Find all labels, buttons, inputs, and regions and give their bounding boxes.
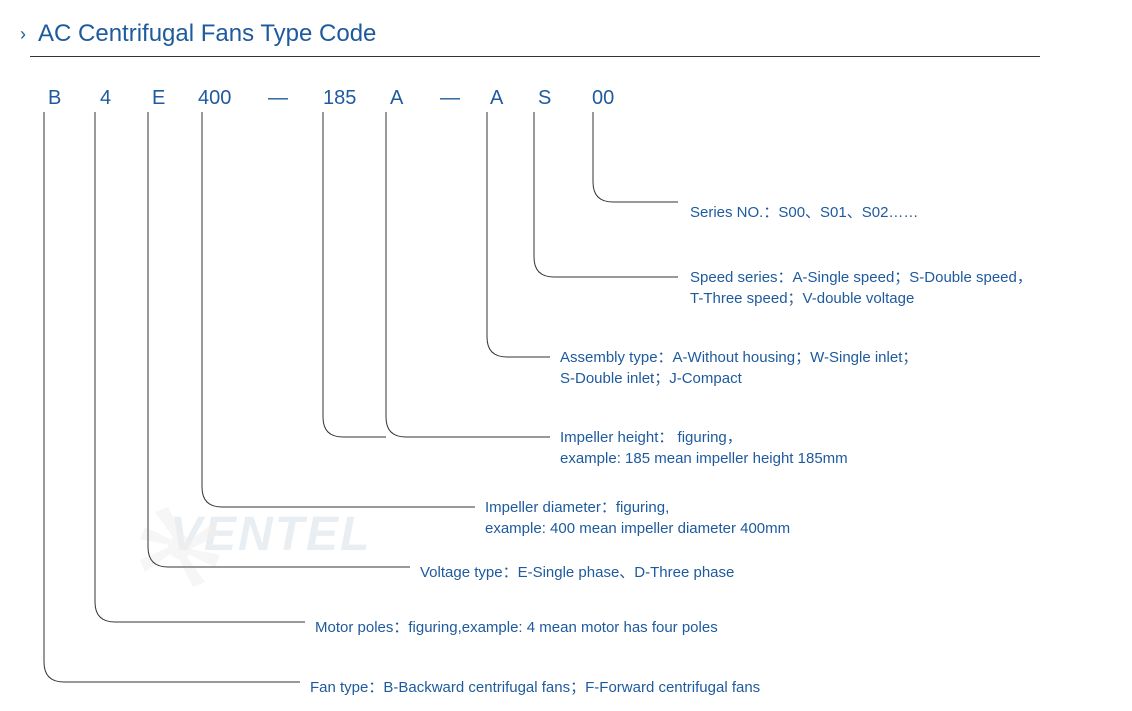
description-5: Voltage type：E-Single phase、D-Three phas… (420, 562, 734, 583)
connector-line-2 (487, 112, 550, 357)
description-0: Series NO.：S00、S01、S02…… (690, 202, 918, 223)
connector-line-4 (323, 112, 386, 437)
connector-line-0 (593, 112, 678, 202)
type-code-diagram: B 4 E 400 — 185 A — A S 00 VENTEL Series NO.：S00、S… (30, 87, 1112, 667)
connector-line-6 (148, 112, 410, 567)
code-segment-9: S (538, 87, 551, 110)
code-segment-4: — (268, 87, 288, 110)
watermark-text: VENTEL (170, 508, 371, 561)
code-segment-1: 4 (100, 87, 111, 110)
watermark: VENTEL (170, 507, 371, 562)
description-3: Impeller height： figuring，example: 185 m… (560, 427, 848, 469)
code-segment-2: E (152, 87, 165, 110)
description-6: Motor poles：figuring,example: 4 mean mot… (315, 617, 718, 638)
code-segment-10: 00 (592, 87, 614, 110)
connector-line-7 (95, 112, 305, 622)
description-1: Speed series：A-Single speed；S-Double spe… (690, 267, 1032, 309)
connector-line-5 (202, 112, 475, 507)
code-segment-8: A (490, 87, 503, 110)
description-2: Assembly type：A-Without housing；W-Single… (560, 347, 917, 389)
chevron-icon: › (20, 24, 26, 45)
description-7: Fan type：B-Backward centrifugal fans；F-F… (310, 677, 760, 698)
code-segment-5: 185 (323, 87, 356, 110)
description-4: Impeller diameter：figuring,example: 400 … (485, 497, 790, 539)
connector-line-1 (534, 112, 678, 277)
code-segment-3: 400 (198, 87, 231, 110)
code-segment-6: A (390, 87, 403, 110)
header: › AC Centrifugal Fans Type Code (20, 20, 1112, 48)
connector-line-8 (44, 112, 300, 682)
divider-line (30, 56, 1040, 57)
connector-line-3 (386, 112, 550, 437)
connector-lines (30, 87, 1130, 707)
page-title: AC Centrifugal Fans Type Code (38, 20, 376, 48)
code-segment-0: B (48, 87, 61, 110)
code-segment-7: — (440, 87, 460, 110)
